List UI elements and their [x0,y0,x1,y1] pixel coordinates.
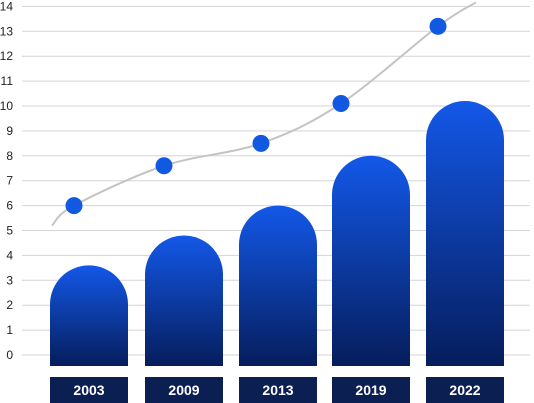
y-tick-label: 10 [0,99,13,113]
y-tick-label: 1 [6,323,13,337]
category-box-2022 [426,377,504,403]
category-box-2003 [50,377,128,403]
y-tick-label: 0 [6,348,13,362]
y-tick-label: 4 [6,248,13,262]
y-tick-label: 14 [0,0,13,13]
point-2009 [155,157,173,175]
bar-2009 [145,235,223,366]
point-2019 [332,95,350,113]
category-label: 2003 [73,382,104,398]
y-tick-label: 7 [6,174,13,188]
point-2013 [252,134,270,152]
category-box-2019 [332,377,410,403]
y-tick-label: 3 [6,273,13,287]
y-tick-label: 13 [0,24,13,38]
y-tick-label: 6 [6,199,13,213]
y-tick-label: 8 [6,149,13,163]
bar-2022 [426,101,504,366]
bars [50,101,504,366]
category-label: 2013 [262,382,293,398]
point-2003 [65,197,83,215]
trend-line [51,1,477,227]
y-tick-label: 5 [6,224,13,238]
category-box-2009 [145,377,223,403]
y-tick-label: 11 [1,74,14,88]
bar-2013 [239,205,317,366]
y-tick-label: 12 [0,49,13,63]
category-label: 2009 [168,382,199,398]
y-tick-label: 9 [6,124,13,138]
category-label: 2019 [355,382,386,398]
y-tick-label: 2 [6,298,13,312]
bar-2019 [332,155,410,366]
point-2022 [429,17,447,35]
category-labels: 2003 2009 2013 2019 2022 [50,377,504,403]
bar-2003 [50,265,128,366]
trend-points [65,17,447,215]
category-box-2013 [239,377,317,403]
category-label: 2022 [449,382,480,398]
